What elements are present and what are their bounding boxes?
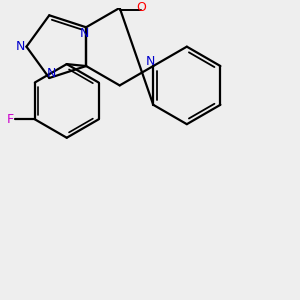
Text: N: N [146, 55, 155, 68]
Text: N: N [46, 67, 56, 80]
Text: N: N [16, 40, 25, 53]
Text: N: N [80, 27, 89, 40]
Text: F: F [7, 113, 14, 126]
Text: O: O [136, 2, 146, 14]
